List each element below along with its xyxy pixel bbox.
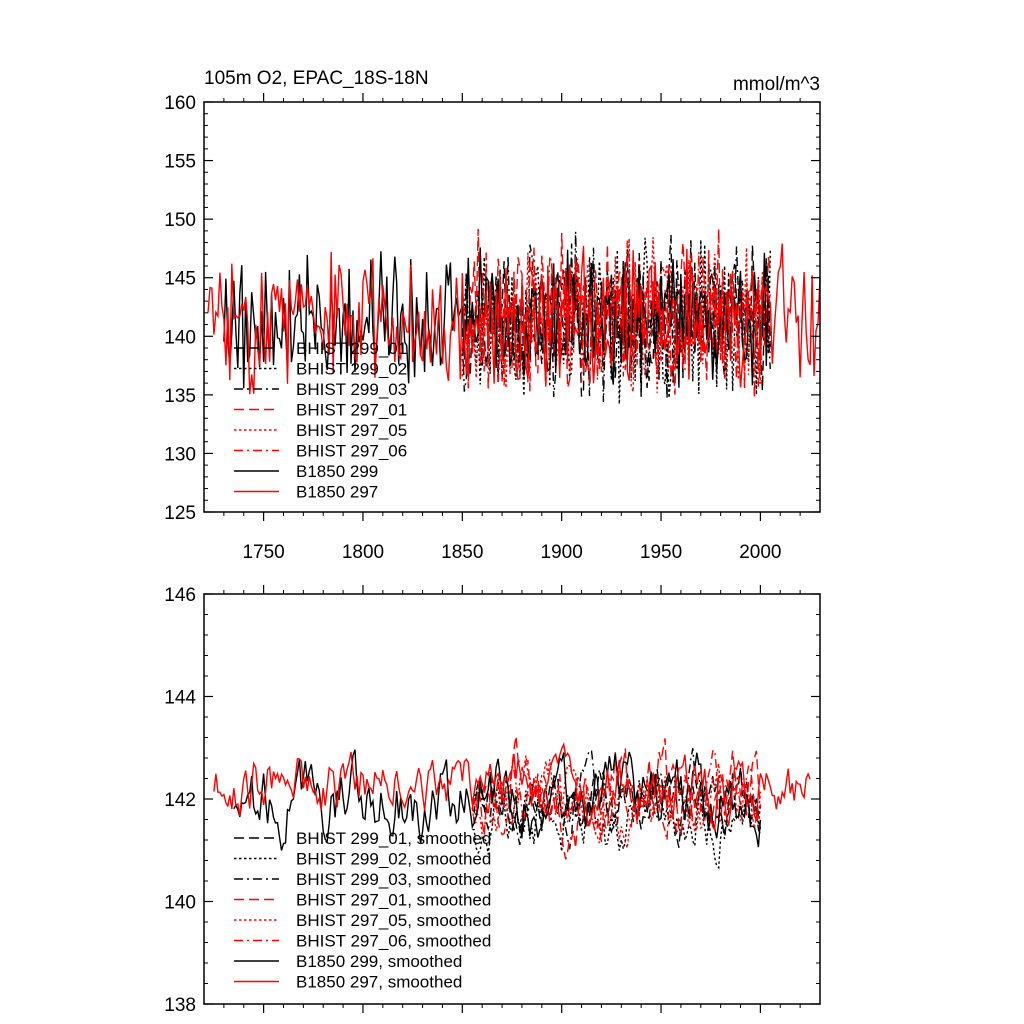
x-tick-label: 1750: [242, 542, 284, 563]
x-tick-label: 1900: [541, 542, 583, 563]
y-tick-label: 146: [164, 585, 196, 606]
legend-label: BHIST 299_03, smoothed: [296, 870, 491, 889]
legend-label: B1850 297, smoothed: [296, 973, 462, 992]
series-line-bhist-297-05: [461, 237, 771, 393]
series-line-b1850-297-smoothed: [213, 741, 811, 833]
x-tick-label: 1950: [640, 542, 682, 563]
legend-label: BHIST 299_03: [296, 380, 407, 399]
y-tick-label: 142: [164, 790, 196, 811]
legend-label: BHIST 297_05: [296, 421, 407, 440]
bottom-panel-legend: BHIST 299_01, smoothed BHIST 299_02, smoo…: [234, 829, 491, 992]
legend-label: BHIST 297_05, smoothed: [296, 911, 491, 930]
top-panel-title: 105m O2, EPAC_18S-18N: [204, 68, 429, 89]
legend-label: BHIST 299_02: [296, 360, 407, 379]
y-tick-label: 160: [164, 93, 196, 114]
x-tick-label: 2000: [739, 542, 781, 563]
series-line-b1850-299-smoothed: [233, 749, 762, 851]
y-tick-label: 135: [164, 386, 196, 407]
top-panel-units: mmol/m^3: [733, 74, 820, 95]
y-tick-label: 130: [164, 444, 196, 465]
series-line-b1850-297: [207, 243, 821, 395]
series-line-bhist-297-05-smoothed: [471, 755, 762, 849]
x-tick-label: 1800: [342, 542, 384, 563]
legend-label: B1850 299: [296, 462, 378, 481]
legend-label: BHIST 297_01, smoothed: [296, 891, 491, 910]
legend-label: B1850 299, smoothed: [296, 952, 462, 971]
bottom-panel-series: [213, 735, 811, 870]
legend-label: B1850 297: [296, 483, 378, 502]
y-tick-label: 150: [164, 210, 196, 231]
series-line-bhist-299-02-smoothed: [472, 780, 762, 870]
y-tick-label: 140: [164, 327, 196, 348]
series-line-b1850-299: [223, 247, 771, 389]
y-tick-label: 144: [164, 688, 196, 709]
bottom-panel-ticks: 138 140 142 144 146: [164, 585, 820, 1016]
top-panel-series: [207, 228, 821, 405]
legend-label: BHIST 297_01: [296, 401, 407, 420]
y-tick-label: 140: [164, 893, 196, 914]
legend-label: BHIST 299_02, smoothed: [296, 850, 491, 869]
legend-label: BHIST 299_01: [296, 339, 407, 358]
legend-label: BHIST 299_01, smoothed: [296, 829, 491, 848]
y-tick-label: 155: [164, 152, 196, 173]
legend-label: BHIST 297_06: [296, 442, 407, 461]
y-tick-label: 145: [164, 269, 196, 290]
series-line-bhist-297-06-smoothed: [472, 749, 761, 841]
top-panel-ticks: 125 130 135 140 145 150 155 160 1750 1800 1850 1900…: [164, 93, 820, 563]
top-panel-frame: [203, 101, 821, 513]
top-panel: 105m O2, EPAC_18S-18N mmol/m^3 125 130 135…: [164, 68, 821, 563]
y-tick-label: 138: [164, 995, 196, 1016]
legend-label: BHIST 297_06, smoothed: [296, 932, 491, 951]
y-tick-label: 125: [164, 503, 196, 524]
x-tick-label: 1850: [441, 542, 483, 563]
